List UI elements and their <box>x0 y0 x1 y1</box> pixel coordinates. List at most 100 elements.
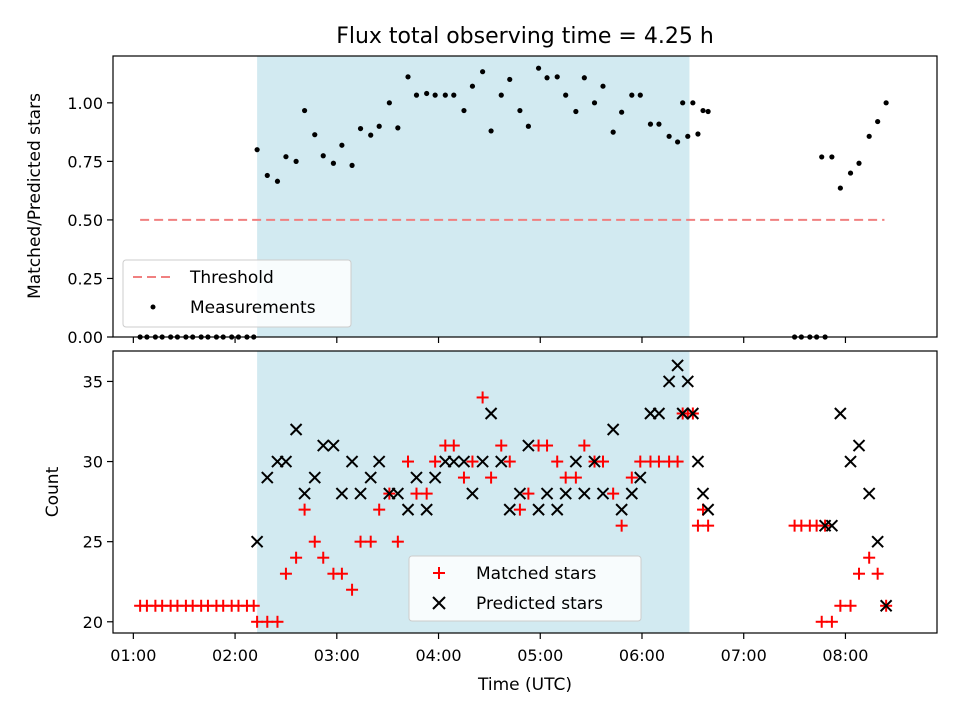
matched-star-point <box>844 599 857 612</box>
predicted-star-point <box>279 455 293 468</box>
matched-star-point <box>457 471 470 484</box>
measurement-point <box>274 178 281 184</box>
matched-star-point <box>317 551 330 564</box>
predicted-star-point <box>625 487 639 500</box>
legend-predicted-label: Predicted stars <box>476 594 603 614</box>
measurement-point <box>330 160 337 166</box>
matched-star-point <box>671 455 684 468</box>
predicted-star-point <box>476 455 489 468</box>
predicted-star-point <box>261 471 274 484</box>
predicted-star-point <box>401 503 415 516</box>
top-y-axis-label: Matched/Predicted stars <box>25 93 45 299</box>
y-tick-bottom: 30 <box>83 453 113 472</box>
matched-star-point <box>290 551 303 564</box>
legend-measurements-swatch <box>150 304 156 310</box>
matched-star-point <box>298 503 311 516</box>
predicted-star-point <box>327 439 340 452</box>
matched-star-point <box>354 535 367 548</box>
measurement-point <box>432 92 438 98</box>
y-tick-bottom: 20 <box>83 613 113 632</box>
y-tick-label-top: 0.50 <box>67 211 103 230</box>
top-legend-box <box>122 259 352 328</box>
matched-star-point <box>834 599 847 612</box>
y-tick-label-top: 0.75 <box>67 152 103 171</box>
y-tick-bottom: 35 <box>83 372 113 391</box>
predicted-star-point <box>410 471 423 484</box>
measurement-point <box>591 100 598 106</box>
y-tick-top: 0.25 <box>67 269 113 288</box>
measurement-point <box>357 125 364 132</box>
x-tick-bottom: 05:00 <box>517 633 563 665</box>
predicted-star-point <box>588 455 601 468</box>
matched-star-point <box>853 567 866 580</box>
x-tick-bottom: 03:00 <box>314 633 360 665</box>
predicted-star-point <box>484 407 498 420</box>
bottom-legend: Matched stars Predicted stars <box>408 555 642 622</box>
y-tick-label-top: 0.00 <box>67 328 103 347</box>
x-tick-label: 01:00 <box>110 646 156 665</box>
y-tick-label-top: 1.00 <box>67 94 103 113</box>
matched-star-point <box>410 487 423 500</box>
measurement-point <box>264 172 270 179</box>
measurement-point <box>610 129 616 135</box>
top-x-ticks <box>132 337 847 343</box>
matched-star-point <box>429 455 442 468</box>
measurement-point <box>349 162 355 168</box>
predicted-star-point <box>691 455 705 468</box>
measurement-point <box>690 100 696 106</box>
x-tick-label: 03:00 <box>314 646 360 665</box>
y-tick-top: 0.50 <box>67 211 113 230</box>
predicted-star-point <box>879 599 893 612</box>
bottom-legend-box <box>408 555 642 622</box>
predicted-star-point <box>852 439 866 452</box>
matched-star-point <box>615 519 628 532</box>
bottom-y-ticks: 20 25 30 35 <box>83 372 113 632</box>
matched-star-point <box>447 439 460 452</box>
matched-star-point <box>346 583 359 596</box>
measurement-point <box>469 83 476 89</box>
predicted-star-point <box>335 487 349 500</box>
x-tick-label: 05:00 <box>517 646 563 665</box>
measurement-point <box>837 185 843 191</box>
predicted-star-point <box>308 471 321 484</box>
matched-star-point <box>513 503 526 516</box>
predicted-star-point <box>364 471 377 484</box>
measurement-point <box>647 121 654 127</box>
predicted-star-point <box>466 487 479 500</box>
measurement-point <box>442 92 448 98</box>
measurement-point <box>875 118 881 125</box>
measurement-point <box>883 100 889 106</box>
matched-stars-points <box>134 391 893 628</box>
predicted-star-point <box>596 487 610 500</box>
measurement-point <box>656 121 662 127</box>
y-tick-top: 1.00 <box>67 94 113 113</box>
predicted-star-point <box>420 503 433 516</box>
top-axes-frame <box>112 55 938 338</box>
x-tick-bottom: 02:00 <box>212 633 258 665</box>
predicted-star-point <box>289 423 303 436</box>
chart-title: Flux total observing time = 4.25 h <box>336 24 714 49</box>
predicted-star-point <box>662 375 676 388</box>
measurement-point <box>829 154 835 160</box>
legend-matched-label: Matched stars <box>476 564 596 584</box>
predicted-star-point <box>686 407 700 420</box>
matched-star-point <box>476 391 489 404</box>
measurement-point <box>573 108 579 115</box>
matched-star-point <box>702 519 715 532</box>
predicted-star-point <box>495 455 508 468</box>
measurement-point <box>405 74 411 80</box>
matched-star-point <box>634 455 647 468</box>
predicted-star-point <box>391 487 405 500</box>
predicted-stars-points <box>250 359 893 612</box>
measurement-point <box>451 92 457 98</box>
predicted-star-point <box>532 503 545 516</box>
measurement-point <box>666 133 672 139</box>
measurement-point <box>312 132 318 138</box>
predicted-star-point <box>540 487 554 500</box>
measurement-point <box>320 153 326 159</box>
predicted-star-point <box>671 359 684 372</box>
bottom-axes-frame <box>112 350 938 634</box>
predicted-star-point <box>372 455 386 468</box>
matched-star-point <box>559 471 572 484</box>
